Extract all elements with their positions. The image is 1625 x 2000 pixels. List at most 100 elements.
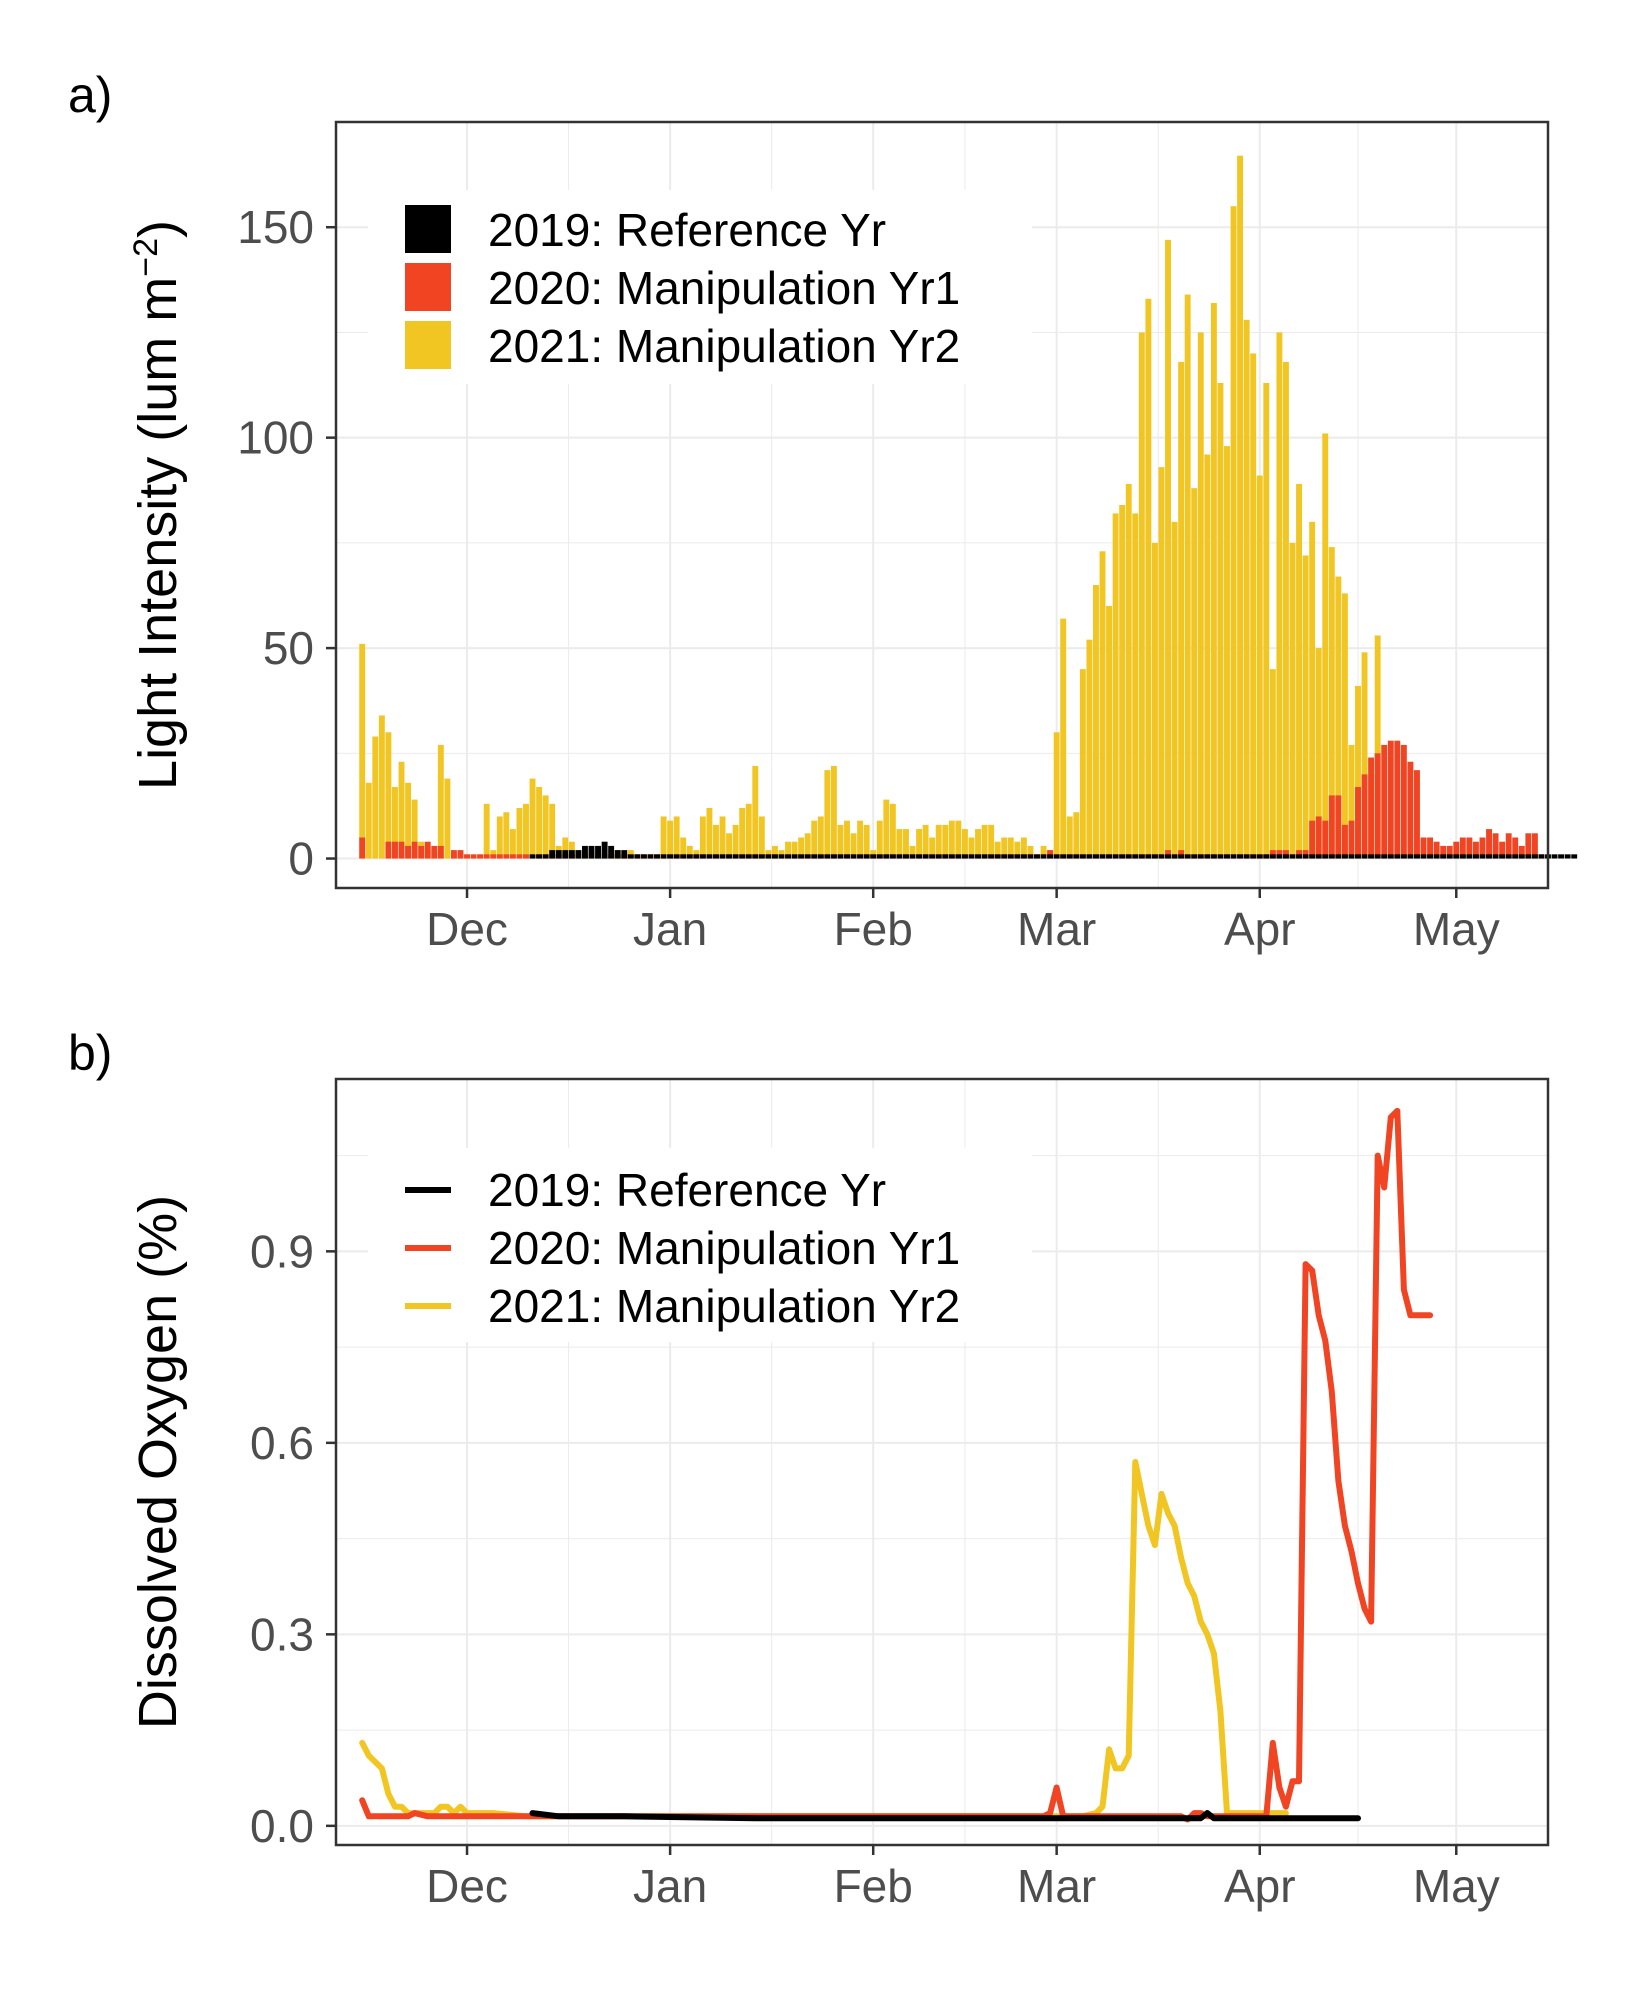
bar-2021 xyxy=(1132,513,1139,859)
bar-2021 xyxy=(1256,475,1263,859)
bar-2021 xyxy=(1348,744,1355,859)
bar-2021 xyxy=(1151,542,1158,859)
bar-2021 xyxy=(726,833,733,859)
bar-2019 xyxy=(863,854,870,859)
panel-a-x-tick-label: Mar xyxy=(1017,903,1096,955)
bar-2019 xyxy=(1400,854,1407,859)
bar-2019 xyxy=(1453,854,1460,859)
bar-2021 xyxy=(961,829,968,859)
bar-2021 xyxy=(1309,521,1316,859)
bar-2019 xyxy=(1263,854,1270,859)
bar-2019 xyxy=(1237,854,1244,859)
panel-b-y-tick-label: 0.6 xyxy=(250,1417,314,1469)
bar-2020 xyxy=(1328,795,1335,859)
bar-2020 xyxy=(1453,841,1460,859)
bar-2019 xyxy=(765,854,772,859)
bar-2021 xyxy=(392,786,398,859)
bar-2021 xyxy=(1341,593,1348,859)
bar-2019 xyxy=(968,854,975,859)
bar-2019 xyxy=(830,854,837,859)
bar-2021 xyxy=(1086,639,1093,859)
bar-2019 xyxy=(988,854,995,859)
bar-2019 xyxy=(975,854,981,859)
panel-b-y-tick-label: 0.9 xyxy=(250,1225,314,1277)
bar-2019 xyxy=(588,845,595,859)
bar-2019 xyxy=(1420,854,1427,859)
panel-b-x-tick-label: Mar xyxy=(1017,1860,1096,1912)
bar-2019 xyxy=(1086,854,1093,859)
bar-2019 xyxy=(1047,854,1054,859)
bar-2021 xyxy=(1014,841,1021,859)
panel-a-legend-label-2020: 2020: Manipulation Yr1 xyxy=(488,262,960,314)
bar-2019 xyxy=(1112,854,1119,859)
bar-2019 xyxy=(1374,854,1381,859)
bar-2020 xyxy=(450,850,457,859)
bar-2019 xyxy=(634,854,641,859)
bar-2021 xyxy=(1007,837,1014,859)
bar-2021 xyxy=(1060,618,1067,859)
bar-2020 xyxy=(1459,837,1466,859)
bar-2019 xyxy=(844,854,850,859)
bar-2020 xyxy=(457,850,464,859)
bar-2019 xyxy=(857,854,864,859)
bar-2019 xyxy=(1132,854,1139,859)
bar-2019 xyxy=(693,854,700,859)
panel-b-legend-label-2019: 2019: Reference Yr xyxy=(488,1164,886,1216)
bar-2019 xyxy=(562,850,569,859)
bar-2021 xyxy=(483,803,490,859)
bar-2020 xyxy=(398,841,405,859)
bar-2021 xyxy=(1066,816,1073,859)
bar-2021 xyxy=(1250,353,1257,859)
bar-2019 xyxy=(948,854,955,859)
bar-2019 xyxy=(817,854,824,859)
bar-2019 xyxy=(1440,854,1447,859)
bar-2020 xyxy=(1492,833,1499,859)
bar-2019 xyxy=(1407,854,1414,859)
bar-2019 xyxy=(896,854,903,859)
bar-2021 xyxy=(830,765,837,859)
panel-b-legend-background xyxy=(368,1148,1032,1342)
bar-2019 xyxy=(1466,854,1473,859)
bar-2021 xyxy=(1053,732,1060,859)
bar-2020 xyxy=(1368,757,1375,859)
bar-2020 xyxy=(1420,837,1427,859)
panel-a-x-tick-label: Jan xyxy=(633,903,707,955)
bar-2021 xyxy=(981,824,988,859)
bar-2021 xyxy=(1224,446,1230,859)
bar-2020 xyxy=(1394,740,1401,859)
bar-2021 xyxy=(706,808,713,859)
bar-2020 xyxy=(1446,845,1453,859)
bar-2020 xyxy=(1322,820,1329,859)
bar-2019 xyxy=(1486,854,1492,859)
bar-2019 xyxy=(1459,854,1466,859)
bar-2021 xyxy=(549,803,556,859)
bar-2021 xyxy=(739,808,746,859)
bar-2019 xyxy=(1060,854,1067,859)
bar-2019 xyxy=(1217,854,1224,859)
bar-2021 xyxy=(909,845,916,859)
bar-2021 xyxy=(1119,505,1126,859)
bar-2021 xyxy=(811,820,818,859)
bar-2021 xyxy=(1335,576,1342,859)
bar-2021 xyxy=(994,841,1001,859)
bar-2019 xyxy=(1387,854,1394,859)
bar-2021 xyxy=(817,816,824,859)
bar-2021 xyxy=(1289,542,1296,859)
bar-2019 xyxy=(771,854,778,859)
bar-2021 xyxy=(1374,635,1381,859)
bar-2021 xyxy=(1263,382,1270,859)
bar-2019 xyxy=(1007,854,1014,859)
bar-2021 xyxy=(844,820,850,859)
bar-2021 xyxy=(1027,845,1034,859)
bar-2021 xyxy=(1204,454,1211,859)
bar-2020 xyxy=(1381,744,1388,859)
bar-2020 xyxy=(1427,837,1434,859)
bar-2020 xyxy=(1400,744,1407,859)
bar-2021 xyxy=(863,824,870,859)
bar-2019 xyxy=(1001,854,1008,859)
bar-2020 xyxy=(503,854,510,859)
bar-2020 xyxy=(1407,761,1414,859)
bar-2019 xyxy=(1250,854,1257,859)
bar-2019 xyxy=(1040,854,1047,859)
bar-2019 xyxy=(804,854,811,859)
